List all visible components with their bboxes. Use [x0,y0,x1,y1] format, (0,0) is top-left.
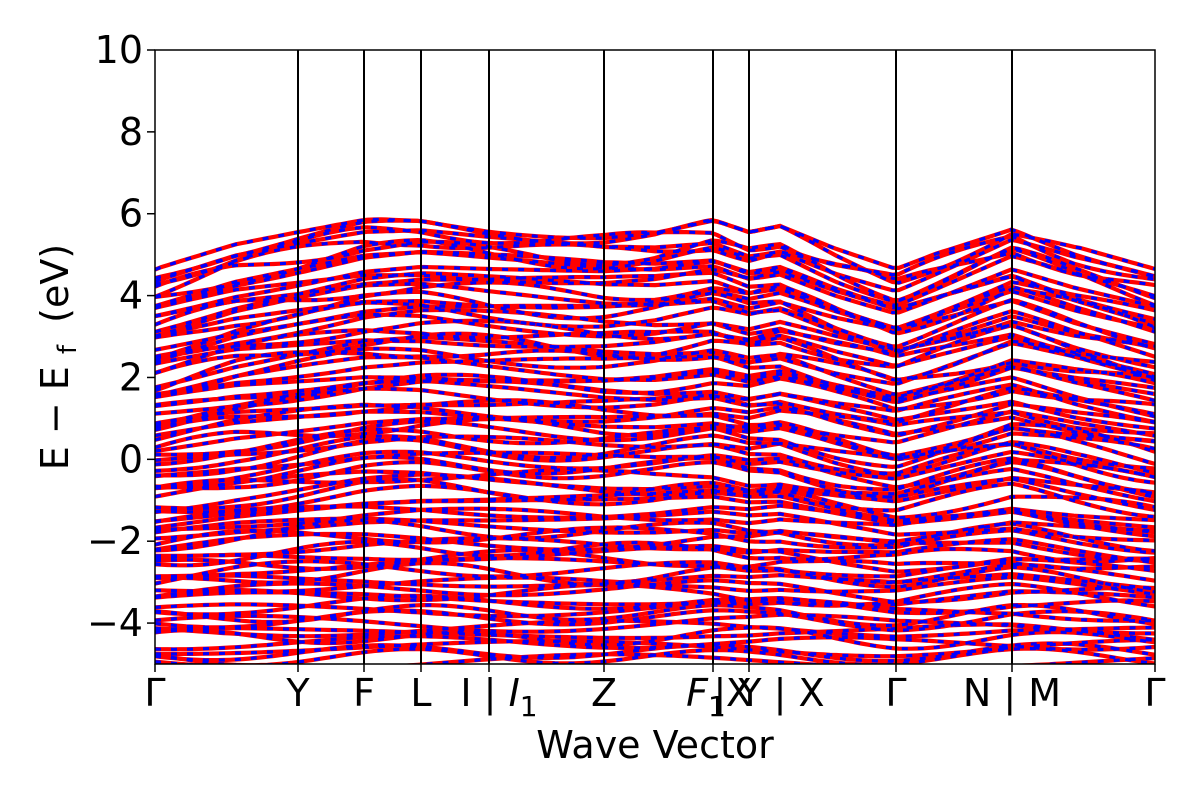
band-line-spin-down [155,433,1155,477]
plot-frame [154,49,1156,665]
x-tick-label: Γ [885,671,906,715]
band-line-spin-up [155,228,1155,293]
band-line-spin-down [155,331,1155,380]
band-line-spin-down [155,426,1155,469]
x-tick-label: | Y | X [713,671,824,716]
y-tick-label: 10 [95,28,143,72]
band-line-spin-down [155,589,1155,607]
y-axis-title-subscript: f [53,344,83,354]
band-line-spin-down [155,516,1155,544]
y-axis-title: E − E f (eV) [33,244,85,470]
x-tick-label: I | I1 [460,671,537,723]
band-line-spin-down [155,435,1155,471]
band-line-spin-down [155,393,1155,437]
y-tick-label: 6 [119,192,143,236]
band-line-spin-down [155,450,1155,481]
band-line-spin-down [155,510,1155,542]
band-line-spin-up [155,625,1155,651]
x-tick-label: Γ [1144,671,1165,715]
svg-text:E − E f (eV): E − E f (eV) [33,244,85,470]
band-line-spin-down [155,594,1155,616]
band-line-spin-down [155,489,1155,523]
band-line-spin-down [155,638,1155,658]
band-line-spin-down [155,613,1155,636]
band-line-spin-down [155,575,1155,596]
kpoint-divider-lines [297,50,1013,664]
x-tick-label: Z [591,671,617,715]
y-tick-label: 2 [119,355,143,399]
y-axis-title-unit: (eV) [33,244,77,323]
band-line-spin-down [155,299,1155,352]
band-line-spin-down [155,218,1155,285]
x-tick-label: F [353,671,375,715]
band-line-spin-down [155,271,1155,334]
y-tick-label: 0 [119,437,143,481]
band-line-spin-up [155,449,1155,491]
band-line-spin-down [155,467,1155,503]
band-line-spin-down [155,308,1155,360]
plot-area [155,217,1155,664]
band-line-spin-up [155,249,1155,309]
band-line-spin-down [155,323,1155,379]
x-tick-label: L [410,671,431,715]
band-line-spin-down [155,259,1155,321]
band-line-spin-down [155,536,1155,565]
band-line-spin-down [155,347,1155,399]
band-line-spin-down [155,530,1155,563]
band-line-spin-down [155,494,1155,530]
y-tick-label: −4 [87,601,143,645]
band-line-spin-down [155,582,1155,608]
x-tick-label: Γ [144,671,165,715]
y-tick-label: 4 [119,274,143,318]
band-line-spin-down [155,365,1155,403]
band-line-spin-down [155,572,1155,591]
x-axis-title: Wave Vector [536,723,774,767]
band-line-spin-up [155,372,1155,412]
band-line-spin-down [155,271,1155,330]
x-tick-label: N | M [963,671,1061,716]
y-tick-label: −2 [87,519,143,563]
band-line-spin-down [155,240,1155,299]
band-line-spin-down [155,634,1155,652]
band-line-spin-up [155,318,1155,365]
band-line-spin-down [155,282,1155,338]
band-line-spin-down [155,652,1155,664]
band-line-spin-up [155,217,1155,279]
band-line-spin-up [155,560,1155,594]
band-line-spin-up [155,398,1155,436]
y-axis: −4 −2 0 2 4 6 8 10 [87,28,155,645]
y-axis-title-main: E − E [33,366,77,470]
y-tick-label: 8 [119,110,143,154]
band-line-spin-up [155,355,1155,401]
band-line-spin-down [155,313,1155,369]
x-tick-label: Y [285,671,310,715]
band-line-spin-up [155,250,1155,315]
x-tick-label: F1X [686,671,752,723]
band-line-spin-down [155,619,1155,639]
